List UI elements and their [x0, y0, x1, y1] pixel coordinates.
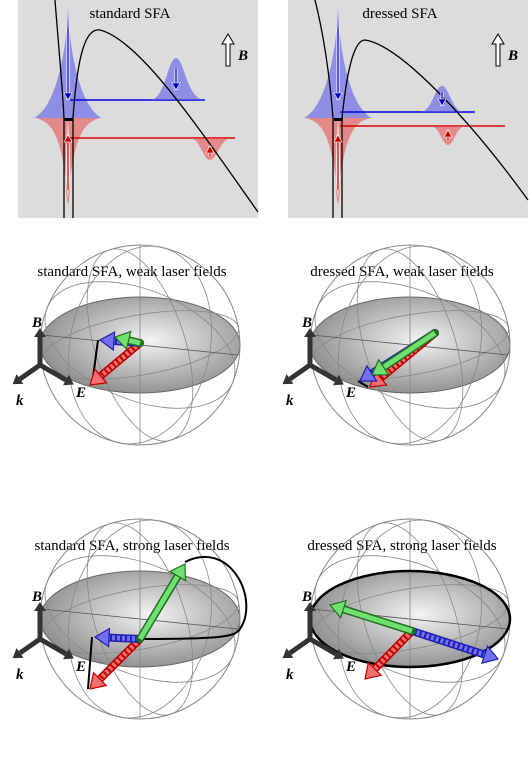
axis-label: k [286, 667, 294, 683]
axis-label: B [31, 315, 42, 331]
axis-label: E [345, 385, 356, 401]
sphere-panel: dressed SFA, weak laser fields B Ek [283, 233, 524, 458]
axis-label: E [75, 659, 86, 675]
axis-label: k [16, 667, 24, 683]
figure: Bstandard SFABdressed SFAstandard SFA, w… [0, 0, 529, 783]
well-slot [64, 118, 73, 121]
panel-title: standard SFA, strong laser fields [34, 538, 229, 554]
sphere-panel: standard SFA, strong laser fields B Ek [13, 507, 254, 732]
axis-label: E [345, 659, 356, 675]
triad-axis [290, 365, 310, 379]
field-label: B [237, 48, 248, 64]
panel-title: standard SFA [90, 6, 171, 22]
axis-label: B [301, 589, 312, 605]
triad-axis [20, 639, 40, 653]
axis-label: B [301, 315, 312, 331]
triad-axis [20, 365, 40, 379]
triad-axis [290, 639, 310, 653]
panel-title: dressed SFA [362, 6, 437, 22]
axis-label: k [16, 393, 24, 409]
axis-label: k [286, 393, 294, 409]
well-slot [334, 118, 343, 121]
potential-panel: Bstandard SFA [18, 0, 258, 218]
axis-label: B [31, 589, 42, 605]
axis-label: E [75, 385, 86, 401]
vector-shaft [129, 340, 140, 343]
panel-title: dressed SFA, weak laser fields [310, 264, 494, 280]
field-label: B [507, 48, 518, 64]
